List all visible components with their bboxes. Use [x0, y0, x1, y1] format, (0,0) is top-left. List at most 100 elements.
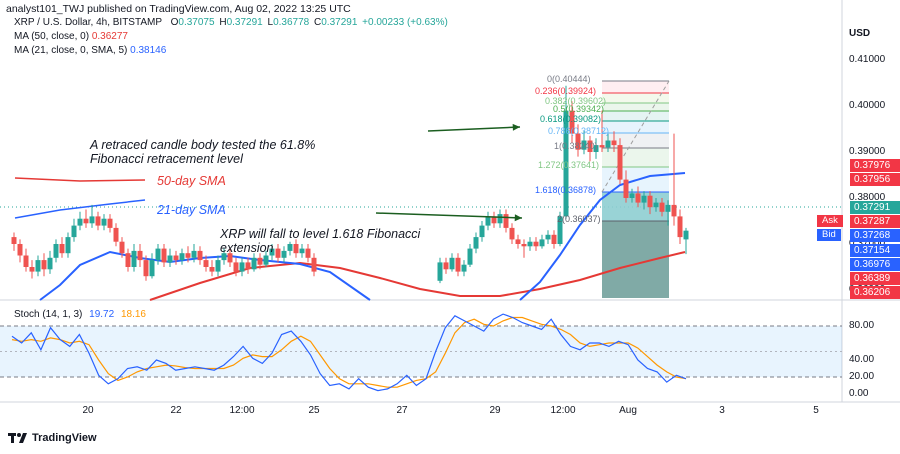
candle-up [149, 260, 155, 277]
candle-down [311, 257, 317, 272]
tradingview-footer[interactable]: TradingView [8, 432, 97, 444]
candle-up [665, 204, 671, 212]
candle-up [47, 257, 53, 270]
bid-tag: Bid [817, 229, 841, 241]
ma21-legend: MA (21, close, 0, SMA, 5) 0.38146 [14, 45, 166, 56]
candle-down [659, 202, 665, 212]
candle-up [461, 264, 467, 272]
candle-up [467, 248, 473, 265]
candle-down [233, 262, 239, 272]
candle-up [239, 262, 245, 272]
currency-label: USD [849, 28, 871, 39]
candle-down [443, 262, 449, 270]
candle-down [569, 110, 575, 134]
time-tick-label: 5 [813, 405, 819, 416]
close-label: C [314, 17, 322, 28]
candle-up [35, 260, 41, 272]
fib-level-label: 2(0.36037) [557, 214, 601, 224]
candle-down [635, 193, 641, 203]
candle-up [653, 202, 659, 208]
candle-up [497, 214, 503, 224]
annotation-arrow-top [427, 126, 521, 132]
ma50-label: MA (50, close, 0) [14, 31, 90, 42]
candle-up [641, 195, 647, 203]
candle-up [629, 193, 635, 198]
price-label: 0.36389 [850, 271, 900, 285]
time-tick-label: 29 [489, 405, 501, 416]
candle-down [119, 241, 125, 254]
candle-up [221, 253, 227, 261]
candle-up [287, 244, 293, 251]
ma50-annotation: 50-day SMA [157, 174, 226, 188]
annotation-arrow-bottom-head [514, 214, 522, 222]
stoch-label: Stoch (14, 1, 3) [14, 309, 83, 320]
ma21-annotation: 21-day SMA [157, 203, 226, 217]
candle-up [65, 237, 71, 254]
candle-up [557, 216, 563, 244]
price-tick-label: 0.40000 [849, 100, 886, 111]
candle-up [299, 248, 305, 254]
open-value: 0.37075 [178, 17, 215, 28]
candle-up [473, 237, 479, 249]
candle-up [281, 250, 287, 258]
candle-down [521, 244, 527, 247]
time-tick-label: 22 [170, 405, 182, 416]
low-value: 0.36778 [273, 17, 310, 28]
candle-up [53, 244, 59, 258]
price-label: 0.37268 [850, 228, 900, 242]
price-label: 0.37956 [850, 172, 900, 186]
stoch-tick-label: 80.00 [849, 320, 875, 331]
candle-up [437, 262, 443, 281]
ma21-value: 0.38146 [130, 45, 167, 56]
change-value: +0.00233 (+0.63%) [362, 17, 448, 28]
ma21-label: MA (21, close, 0, SMA, 5) [14, 45, 128, 56]
fib-level-label: 0.382(0.39602) [545, 96, 607, 106]
ma50-value: 0.36277 [91, 31, 128, 42]
candle-down [143, 260, 149, 277]
low-label: L [267, 17, 274, 28]
fib-zone-lower [602, 192, 669, 298]
candle-down [599, 145, 605, 148]
ma50-line [149, 251, 686, 301]
candle-down [227, 253, 233, 263]
fib-level-label: 0.618(0.39082) [540, 114, 602, 124]
time-tick-label: 27 [396, 405, 408, 416]
candle-down [125, 253, 131, 267]
candle-down [617, 145, 623, 180]
candle-down [293, 244, 299, 254]
publisher-line: analyst101_TWJ published on TradingView.… [6, 3, 351, 15]
fib-level-label: 1(0.38240) [554, 141, 598, 151]
candle-down [509, 227, 515, 240]
candle-down [173, 255, 179, 261]
retrace-annotation: A retraced candle body tested the 61.8% … [90, 138, 316, 166]
tradingview-logo-icon [8, 433, 27, 443]
candle-down [23, 255, 29, 267]
candle-down [245, 262, 251, 270]
candle-down [11, 237, 17, 244]
price-tick-label: 0.39000 [849, 146, 886, 157]
price-label: 0.37291 [850, 200, 900, 214]
fib-zone-band [602, 121, 669, 133]
fib-level-label: 1.618(0.36878) [535, 185, 597, 195]
candle-up [485, 216, 491, 226]
candle-up [563, 110, 569, 217]
candle-up [449, 257, 455, 270]
candle-up [89, 216, 95, 224]
fib-zone-bottom [602, 221, 669, 298]
price-label: 0.37976 [850, 158, 900, 172]
time-tick-label: 12:00 [229, 405, 255, 416]
price-label: 0.36206 [850, 285, 900, 299]
candle-down [95, 216, 101, 226]
candle-down [185, 253, 191, 258]
candle-up [545, 234, 551, 240]
candle-down [305, 248, 311, 258]
symbol-name: XRP / U.S. Dollar, 4h, BITSTAMP [14, 17, 162, 28]
fib-zone-band [602, 93, 669, 103]
time-tick-label: 25 [308, 405, 320, 416]
ma50-legend: MA (50, close, 0) 0.36277 [14, 31, 128, 42]
annotation-arrow-bottom [375, 212, 523, 219]
candle-down [257, 257, 263, 265]
candle-down [41, 260, 47, 270]
tradingview-brand: TradingView [32, 432, 97, 444]
